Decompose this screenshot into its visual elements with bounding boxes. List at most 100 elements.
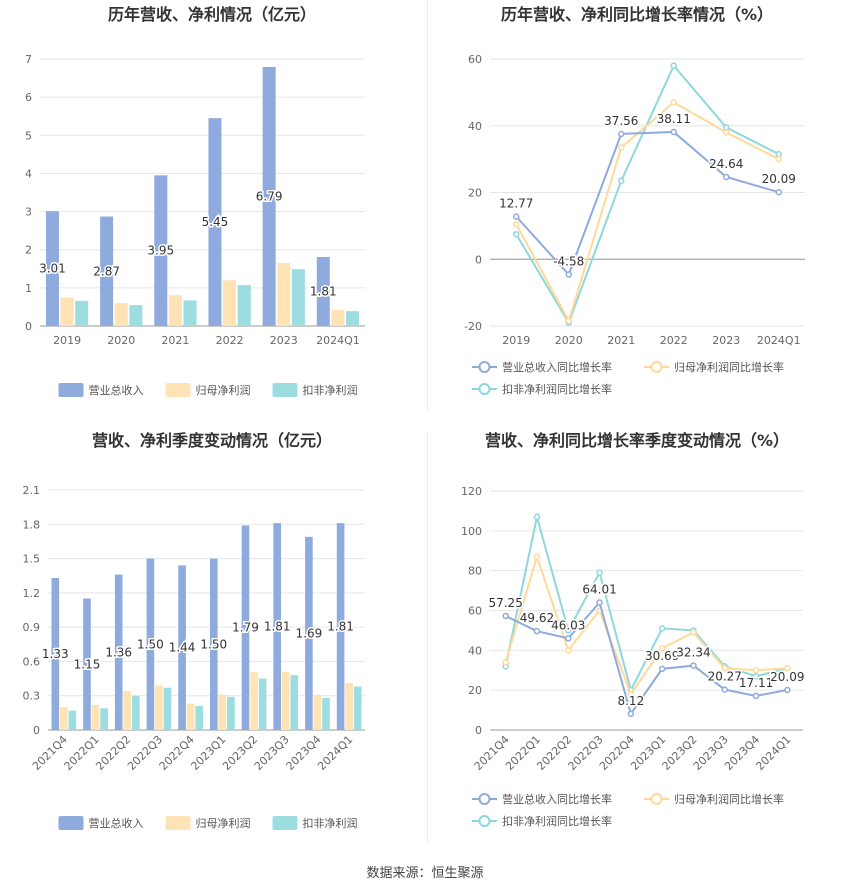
bar [45,211,59,326]
quarterly-growth-rate-chart: 营收、净利同比增长率季度变动情况（%） 0 20 40 60 80 100 120 2021Q4… [425,430,850,850]
y-tick-label: 2 [25,244,32,257]
legend-marker [478,815,491,827]
bar [313,694,322,730]
bar [114,574,123,730]
y-tick-label: 40 [468,120,482,133]
series-line [504,553,788,697]
bar [227,696,235,730]
bar [346,311,360,326]
data-label: 37.56 [604,114,638,128]
legend-label: 营业总收入 [89,816,144,830]
data-label: 1.69 [296,626,323,640]
data-point [618,130,625,138]
x-tick-label: 2024Q1 [757,334,801,347]
data-point [658,645,666,652]
bar [91,704,100,730]
data-point [565,647,572,654]
annual-revenue-profit-chart: 历年营收、净利情况（亿元） 0 1 2 3 4 5 6 7 2019 2020 2021 2022 202… [0,0,425,420]
bar [195,706,204,730]
legend-label: 归母净利润同比增长率 [674,792,784,806]
bar [316,256,330,326]
legend-label: 扣非净利润同比增长率 [502,814,612,828]
data-label: 1.36 [105,645,132,659]
data-point [670,128,677,136]
legend-marker [478,361,491,373]
x-tick-label: 2020 [555,334,583,347]
bar [132,695,140,730]
legend-swatch [272,383,298,397]
y-tick-label: 6 [25,91,32,104]
y-tick-label: 0 [33,724,40,737]
data-label: 2.87 [93,264,120,278]
y-tick-label: 80 [468,565,482,578]
data-point [618,144,625,151]
data-label: 20.27 [708,670,742,684]
data-point [533,553,541,560]
bar [218,694,227,730]
bar [100,216,114,326]
series-line [505,600,788,717]
x-tick-label: 2020 [107,334,135,347]
data-point [690,629,697,636]
bar [237,285,251,326]
data-point [596,569,603,576]
bar [183,300,197,326]
data-label: 5.45 [202,215,229,229]
bar [290,675,299,730]
y-tick-label: 5 [25,129,32,142]
data-point [596,599,603,606]
divider-top [427,0,428,410]
y-tick-label: 120 [461,485,482,498]
data-point [752,672,760,680]
data-point [752,692,760,700]
legend-swatch [58,816,84,830]
chart-title: 历年营收、净利同比增长率情况（%） [501,5,773,24]
data-point [775,155,782,163]
data-label: 32.34 [676,646,710,660]
y-tick-label: 7 [25,53,32,66]
data-label: 20.09 [770,670,804,684]
data-label: 1.50 [200,637,227,651]
series-line [515,63,780,325]
data-label: 1.81 [327,620,354,634]
data-point [775,150,782,158]
y-tick-label: 1.2 [23,587,41,600]
x-tick-label: 2024Q1 [753,733,793,773]
legend-label: 扣非净利润同比增长率 [502,382,612,396]
x-tick-label: 2019 [53,334,81,347]
legend-swatch [165,816,191,830]
legend-label: 扣非净利润 [303,383,358,397]
data-label: 46.03 [551,618,585,632]
legend-label: 归母净利润同比增长率 [674,360,784,374]
chart-title: 营收、净利季度变动情况（亿元） [92,431,332,450]
data-point [618,177,625,185]
y-tick-label: 2.1 [23,484,41,497]
chart-title: 营收、净利同比增长率季度变动情况（%） [485,431,789,450]
data-label: 1.79 [232,621,259,635]
x-tick-label: 2023 [270,334,298,347]
x-tick-label: 2022 [216,334,244,347]
data-point [565,635,572,642]
annual-growth-rate-svg: 历年营收、净利同比增长率情况（%） -20 0 20 40 60 2019 2020 2021 2… [464,5,805,396]
series-line [504,516,788,693]
data-point [658,665,666,673]
y-tick-label: 1.8 [23,518,41,531]
bar [250,671,258,730]
y-tick-label: 0 [475,253,482,266]
bar [146,558,155,730]
bar [83,598,91,730]
y-tick-label: -20 [464,320,482,333]
data-label: 1.81 [310,284,337,298]
data-point [775,188,782,196]
divider-bottom [427,432,428,842]
bar [51,578,60,730]
bar [75,300,89,326]
legend-marker [650,793,663,805]
data-point [533,513,541,521]
bar [155,685,163,730]
data-label: 20.09 [762,172,796,186]
data-label: 1.81 [264,620,291,634]
bar [209,558,218,730]
x-tick-label: 2021 [607,334,635,347]
y-tick-label: 3 [25,206,32,219]
